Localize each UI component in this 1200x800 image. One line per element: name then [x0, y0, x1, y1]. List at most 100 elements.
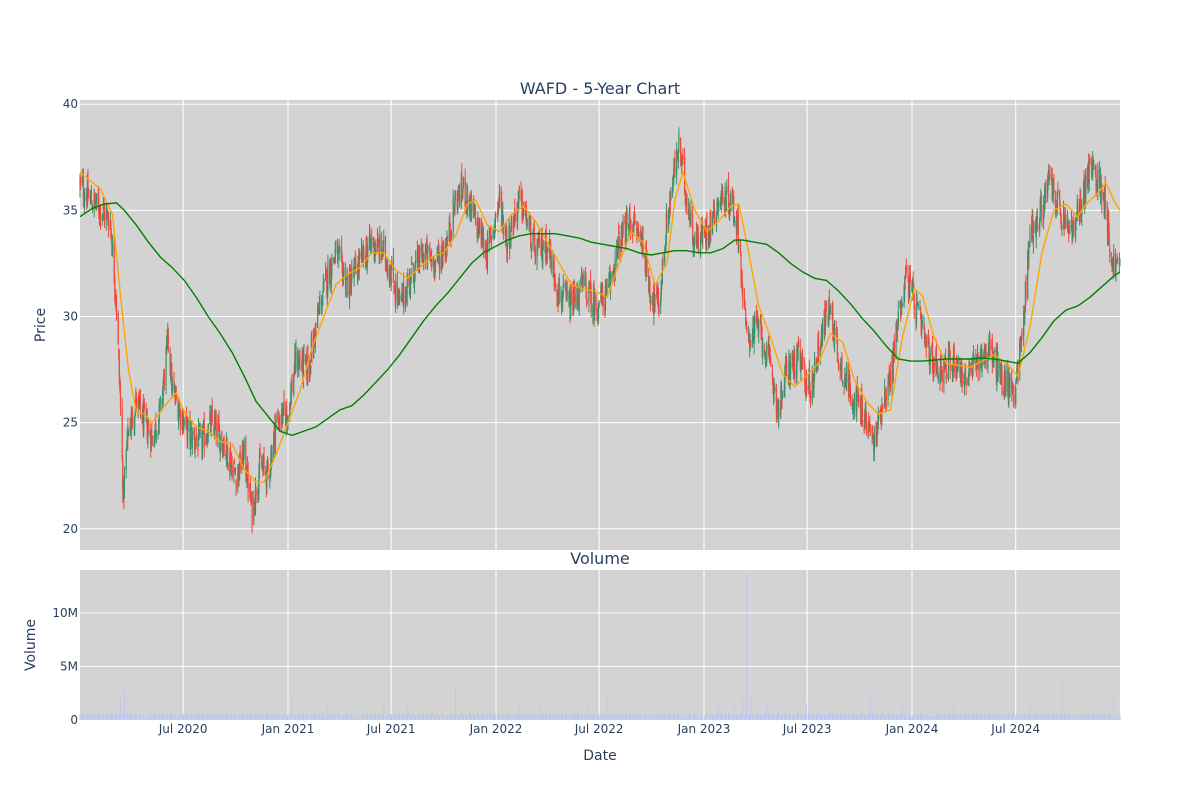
- volume-bar: [761, 716, 763, 720]
- volume-bar: [469, 713, 471, 720]
- candle-body: [828, 299, 830, 313]
- volume-bar: [380, 713, 382, 720]
- volume-bar: [261, 717, 263, 720]
- candle-body: [162, 391, 164, 403]
- candle-body: [614, 258, 616, 280]
- volume-bar: [1095, 714, 1097, 720]
- volume-bar: [576, 713, 578, 720]
- volume-bar: [374, 715, 376, 720]
- candle-body: [1056, 191, 1058, 208]
- volume-bar: [624, 716, 626, 720]
- volume-bar: [365, 715, 367, 720]
- candle-body: [414, 263, 416, 275]
- volume-bar: [1107, 713, 1109, 720]
- volume-bar: [889, 712, 891, 720]
- volume-bar: [203, 713, 205, 720]
- volume-bar: [153, 714, 155, 720]
- volume-bar: [254, 715, 256, 720]
- volume-bar: [335, 714, 337, 720]
- candle-body: [690, 209, 692, 224]
- volume-bar: [521, 714, 523, 720]
- volume-bar: [330, 712, 332, 720]
- candle-body: [952, 364, 954, 376]
- volume-bar: [961, 714, 963, 720]
- volume-bar: [427, 714, 429, 720]
- volume-bar: [903, 712, 905, 720]
- volume-bar: [1044, 716, 1046, 720]
- candle-body: [501, 201, 503, 226]
- candle-body: [473, 211, 475, 215]
- volume-bar: [726, 716, 728, 720]
- candle-body: [433, 259, 435, 275]
- candle-body: [646, 254, 648, 271]
- volume-bar: [640, 715, 642, 720]
- candle-body: [606, 285, 608, 287]
- volume-bar: [501, 713, 503, 720]
- candle-body: [1032, 219, 1034, 242]
- volume-bar: [191, 716, 193, 720]
- volume-bar: [418, 713, 420, 720]
- volume-bar: [538, 702, 540, 720]
- candle-body: [219, 435, 221, 454]
- volume-bar: [620, 713, 622, 720]
- volume-bar: [757, 713, 759, 720]
- volume-bar: [424, 713, 426, 720]
- volume-bar: [1023, 715, 1025, 720]
- volume-bar: [311, 715, 313, 720]
- volume-bar: [481, 713, 483, 720]
- candle-body: [191, 430, 193, 449]
- candle-body: [1092, 160, 1094, 178]
- candle-body: [955, 360, 958, 372]
- volume-bar: [752, 713, 754, 720]
- candle-body: [788, 355, 791, 379]
- volume-bar: [187, 713, 189, 720]
- volume-bar: [115, 713, 117, 720]
- volume-bar: [416, 716, 418, 720]
- candle-body: [967, 379, 970, 383]
- candle-body: [119, 379, 121, 389]
- volume-bar: [211, 715, 213, 720]
- volume-bar: [949, 714, 951, 720]
- candle-body: [739, 245, 742, 251]
- candle-body: [154, 430, 156, 440]
- candle-body: [530, 245, 532, 252]
- volume-bar: [977, 713, 979, 720]
- short-moving-average-line: [79, 169, 1121, 483]
- candle-body: [560, 295, 563, 305]
- volume-bar: [337, 712, 339, 720]
- volume-bar: [259, 713, 261, 720]
- volume-bar: [314, 715, 316, 720]
- candle-body: [550, 244, 552, 257]
- volume-bar: [317, 716, 319, 720]
- volume-bar: [110, 713, 112, 720]
- candle-body: [91, 208, 94, 211]
- volume-bar: [179, 716, 181, 720]
- volume-bar: [428, 714, 430, 720]
- candle-body: [417, 250, 420, 266]
- volume-bar: [940, 717, 942, 720]
- candle-body: [233, 467, 235, 477]
- volume-bar: [267, 713, 269, 720]
- volume-bar: [262, 714, 264, 720]
- volume-bar: [826, 715, 828, 720]
- volume-bar: [417, 714, 419, 720]
- volume-bar: [829, 715, 831, 720]
- candle-body: [127, 430, 130, 436]
- candle-body: [867, 424, 869, 438]
- volume-bar: [1056, 713, 1058, 720]
- volume-bar: [696, 716, 698, 720]
- candle-body: [342, 274, 344, 285]
- candle-body: [218, 419, 220, 430]
- candle-body: [201, 436, 204, 451]
- volume-bar: [981, 713, 983, 720]
- candle-body: [760, 315, 762, 330]
- volume-bar: [963, 716, 965, 720]
- candle-body: [1063, 213, 1065, 227]
- volume-bar: [618, 713, 620, 720]
- volume-bar: [917, 713, 919, 720]
- volume-bar: [1012, 714, 1014, 720]
- volume-bar: [1116, 715, 1118, 720]
- candle-body: [497, 209, 499, 212]
- candle-body: [351, 268, 353, 279]
- volume-bar: [628, 714, 630, 720]
